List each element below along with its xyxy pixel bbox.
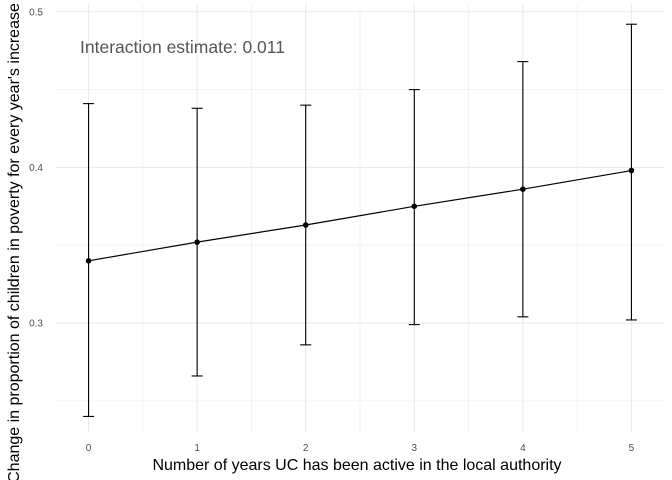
data-point: [628, 167, 635, 174]
x-tick-label: 0: [86, 443, 92, 454]
x-tick-label: 2: [303, 443, 309, 454]
x-tick-label: 4: [520, 443, 526, 454]
annotation-label: Interaction estimate: 0.011: [80, 37, 285, 57]
series-lines: [88, 169, 632, 262]
y-tick-label: 0.4: [29, 163, 43, 174]
y-tick-label: 0.5: [29, 7, 43, 18]
y-axis-title: Change in proportion of children in pove…: [6, 3, 23, 480]
data-points: [85, 167, 635, 264]
x-tick-label: 1: [194, 443, 200, 454]
data-point: [411, 203, 418, 210]
data-point: [302, 222, 309, 228]
y-tick-label: 0.3: [29, 319, 43, 330]
y-tick-labels: 0.3 0.4 0.5: [29, 7, 43, 329]
grid: [56, 4, 664, 432]
data-point: [520, 186, 526, 193]
series-line: [88, 169, 632, 262]
x-tick-label: 5: [629, 443, 635, 454]
data-point: [194, 239, 200, 245]
x-tick-labels: 0 1 2 3 4 5: [86, 443, 635, 454]
x-tick-label: 3: [412, 443, 418, 454]
data-point: [85, 258, 92, 264]
x-axis-title: Number of years UC has been active in th…: [152, 457, 561, 474]
